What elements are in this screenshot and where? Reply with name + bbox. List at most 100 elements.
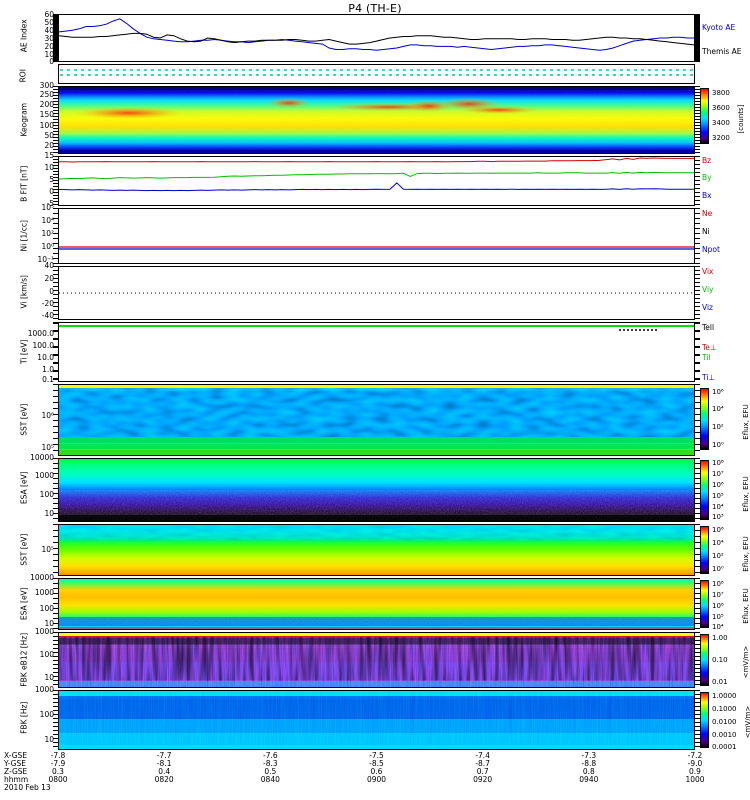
ae-index-axis-label: AE Index — [19, 19, 29, 53]
z-gse-value: 0.7 — [476, 767, 489, 776]
y-gse-value: -8.5 — [369, 759, 384, 768]
legend-vix: Vix — [702, 267, 714, 276]
sst-2-tick-block-right — [695, 524, 700, 576]
ni-axis-label: Ni [1/cc] — [19, 220, 29, 252]
esa-2-ytick-column: 10000 1000 100 10 — [30, 573, 54, 628]
legend-by: By — [702, 173, 712, 182]
z-gse-value: 0.6 — [370, 767, 383, 776]
ni-tick-2: 10² — [41, 229, 54, 238]
bfit-ytick-column: 15 10 5 0 -5 — [44, 151, 54, 208]
ti-axis-label: Ti [eV] — [19, 339, 29, 364]
legend-npot: Npot — [702, 245, 720, 254]
hhmm-value: 0820 — [154, 775, 174, 784]
panel-bfit — [53, 156, 700, 206]
legend-ti-perp: Ti⊥ — [702, 373, 715, 382]
legend-kyoto-ae: Kyoto AE — [702, 23, 736, 32]
esa-1-axis-label: ESA [eV] — [19, 471, 29, 505]
ni-tick-block-left — [53, 208, 58, 264]
legend-te-perp: Te⊥ — [702, 343, 717, 352]
xrow-label-hhmm: hhmm — [4, 775, 29, 784]
fbk-1-colorbar-title: <mV/m> — [742, 645, 750, 679]
xrow-label-date: 2010 Feb 13 — [4, 783, 51, 792]
fbk-2-axis-label: FBK [Hz] — [19, 701, 29, 734]
x-gse-value: -7.4 — [475, 751, 490, 760]
fbk-2-spectrogram — [59, 691, 694, 749]
sst-2-colorbar — [700, 526, 709, 574]
fbk-1-ytick-column: 1000 100 10 — [34, 627, 54, 682]
esa-1-spectrogram — [59, 459, 694, 521]
page-title: P4 (TH-E) — [348, 2, 402, 15]
legend-ti-par: Til — [702, 353, 711, 362]
vi-plot — [59, 292, 694, 294]
sst-1-tick-block-left — [53, 384, 58, 456]
sst-1-tick-block-right — [695, 384, 700, 456]
vi-tick-block-right — [695, 266, 700, 320]
z-gse-value: 0.8 — [582, 767, 595, 776]
keogram-tick-block-right — [695, 86, 700, 154]
sst-1-spectrogram — [59, 385, 694, 455]
legend-te-par: Tell — [702, 323, 715, 332]
xrow-label-y-gse: Y-GSE — [4, 759, 26, 768]
bfit-plot — [59, 157, 694, 192]
esa-1-tick-block-left — [53, 458, 58, 522]
panel-fbk-1 — [53, 632, 700, 688]
ti-ytick-column: 1000.0 100.0 10.0 1.0 0.1 — [27, 329, 54, 384]
panel-sst-2 — [53, 524, 700, 576]
vi-ytick-column: 40 20 0 -20 -40 — [41, 261, 54, 320]
esa-2-spectrogram — [59, 579, 694, 629]
legend-viz: Viz — [702, 303, 713, 312]
legend-ni: Ni — [702, 227, 710, 236]
esa-1-colorbar-title: Eflux, EFU — [742, 476, 750, 512]
x-gse-value: -7.5 — [369, 751, 384, 760]
panel-fbk-2 — [53, 690, 700, 750]
x-gse-value: -7.7 — [156, 751, 172, 760]
hhmm-value: 0940 — [579, 775, 599, 784]
keogram-tick-block-left — [53, 86, 58, 154]
esa-2-colorbar-title: Eflux, EFU — [742, 588, 750, 624]
esa-2-axis-label: ESA [eV] — [19, 587, 29, 621]
ni-tick-block-right — [695, 208, 700, 264]
keogram-colorbar — [700, 88, 709, 144]
fbk-2-tick-block-left — [53, 690, 58, 750]
vi-axis-label: Vi [km/s] — [19, 275, 29, 309]
ni-tick-4: 10⁻¹ — [37, 255, 54, 264]
panel-ae-index — [53, 14, 700, 62]
ti-tick-block-left — [53, 322, 58, 382]
axis-endcap-left — [53, 14, 58, 62]
panel-keogram — [53, 86, 700, 154]
x-gse-value: -7.6 — [263, 751, 278, 760]
fbk-1-tick-block-left — [53, 632, 58, 688]
panel-vi — [53, 266, 700, 320]
axis-endcap-right — [695, 14, 700, 62]
sst-1-colorbar — [700, 388, 709, 450]
legend-bx: Bx — [702, 191, 712, 200]
panel-roi — [58, 64, 695, 84]
hhmm-value: 0840 — [260, 775, 280, 784]
vi-tick-block-left — [53, 266, 58, 320]
panel-ti — [53, 322, 700, 382]
hhmm-value: 0800 — [48, 775, 68, 784]
fbk-1-tick-block-right — [695, 632, 700, 688]
panel-sst-1 — [53, 384, 700, 456]
fbk-2-ytick-column: 1000 100 10 — [34, 685, 54, 744]
hhmm-value: 0900 — [366, 775, 387, 784]
y-gse-value: -8.7 — [475, 759, 490, 768]
esa-2-tick-block-left — [53, 578, 58, 630]
y-gse-value: -7.9 — [50, 759, 66, 768]
sst-2-spectrogram — [59, 525, 694, 575]
z-gse-value: 0.4 — [158, 767, 171, 776]
x-axis-block: X-GSE Y-GSE Z-GSE hhmm 2010 Feb 13 -7.8-… — [0, 752, 750, 800]
ae-index-ytick-column: 60 50 40 30 20 10 0 — [44, 10, 54, 66]
bfit-axis-label: B FIT [nT] — [19, 165, 29, 202]
sst-2-tick-block-left — [53, 524, 58, 576]
sst-1-colorbar-title: Eflux, EFU — [742, 404, 750, 440]
ni-ytick-column: 10⁵ 10⁴ 10² 10⁰ 10⁻¹ — [0, 204, 56, 264]
keogram-axis-label: Keogram — [19, 103, 29, 137]
ni-tick-1: 10⁴ — [41, 216, 54, 225]
y-gse-value: -8.1 — [156, 759, 172, 768]
ti-plot — [59, 325, 694, 331]
fbk-2-colorbar-title: <mV/m> — [744, 705, 750, 739]
bfit-tick-block-left — [53, 156, 58, 206]
panel-esa-2 — [53, 578, 700, 630]
roi-plot — [60, 69, 693, 76]
